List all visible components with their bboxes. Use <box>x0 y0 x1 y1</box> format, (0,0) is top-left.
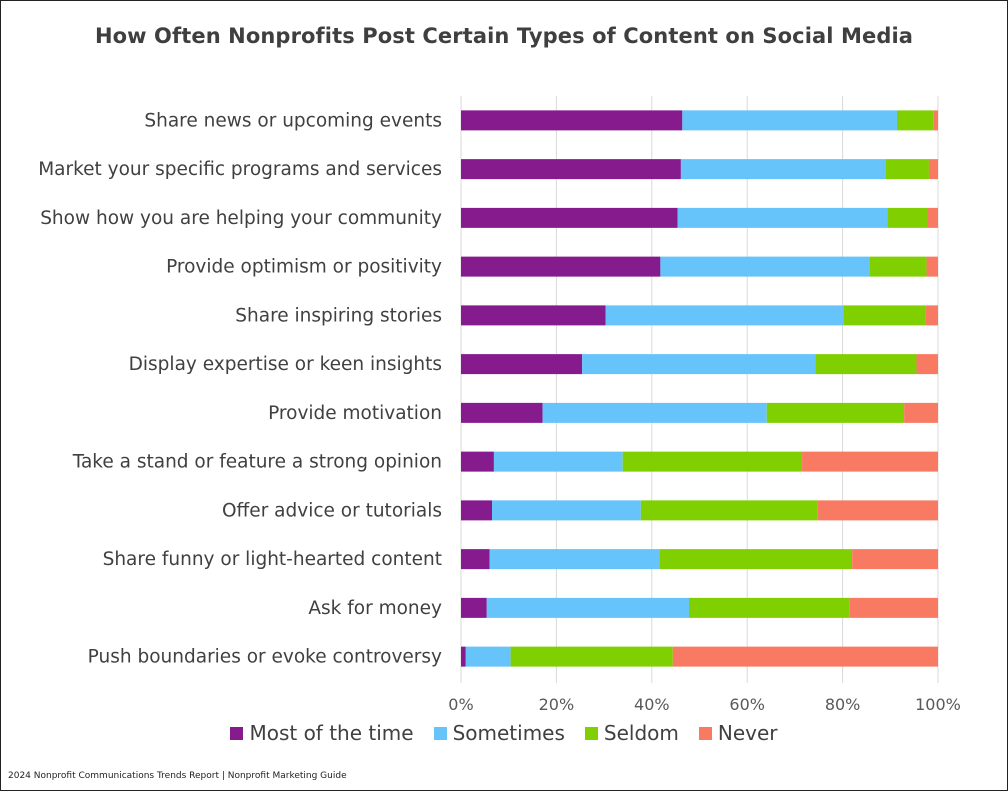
legend-swatch-never <box>698 726 712 740</box>
legend-item-never: Never <box>698 721 778 745</box>
bar-segment <box>852 549 938 570</box>
bar-segment <box>461 305 606 326</box>
bar-segment <box>640 500 818 521</box>
category-label: Push boundaries or evoke controversy <box>88 647 442 668</box>
legend-swatch-most <box>230 726 244 740</box>
bar-segment <box>582 354 816 375</box>
x-tick-label: 0% <box>448 695 473 714</box>
legend-swatch-sometimes <box>433 726 447 740</box>
bar-segment <box>461 646 466 667</box>
legend-label-seldom: Seldom <box>603 721 679 745</box>
legend-item-most: Most of the time <box>230 721 414 745</box>
bar-segment <box>672 646 938 667</box>
bar-segment <box>896 110 934 131</box>
bar-segment <box>461 256 661 277</box>
bar-segment <box>461 597 487 618</box>
bar-segment <box>887 207 928 228</box>
legend-label-sometimes: Sometimes <box>452 721 565 745</box>
category-label: Provide motivation <box>268 403 442 424</box>
x-tick-label: 20% <box>539 695 575 714</box>
bar-segment <box>817 500 938 521</box>
bar-segment <box>461 354 583 375</box>
category-label: Market your specific programs and servic… <box>38 159 442 180</box>
category-label: Share funny or light-hearted content <box>103 549 442 570</box>
bar-segment <box>542 402 767 423</box>
bar-segment <box>492 500 641 521</box>
legend-item-seldom: Seldom <box>584 721 679 745</box>
bar-segment <box>689 597 850 618</box>
category-label: Show how you are helping your community <box>40 208 442 229</box>
legend-item-sometimes: Sometimes <box>433 721 565 745</box>
bar-segment <box>489 549 660 570</box>
legend-label-never: Never <box>717 721 778 745</box>
category-label: Share inspiring stories <box>235 305 442 326</box>
bar-segment <box>659 549 853 570</box>
legend-swatch-seldom <box>584 726 598 740</box>
bar-segment <box>660 256 870 277</box>
bar-segment <box>465 646 511 667</box>
bar-segment <box>886 159 929 180</box>
legend-label-most: Most of the time <box>249 721 414 745</box>
bar-segment <box>815 354 917 375</box>
bar-segment <box>843 305 926 326</box>
category-label: Offer advice or tutorials <box>222 500 442 521</box>
bar-segment <box>904 402 938 423</box>
bar-segment <box>677 207 888 228</box>
x-tick-label: 60% <box>729 695 765 714</box>
bar-segment <box>925 305 938 326</box>
bar-segment <box>461 451 494 472</box>
bar-segment <box>461 110 683 131</box>
bar-segment <box>928 159 938 180</box>
source-note: 2024 Nonprofit Communications Trends Rep… <box>8 771 347 781</box>
bar-segment <box>849 597 938 618</box>
bar-segment <box>916 354 938 375</box>
bar-segment <box>461 549 490 570</box>
bar-segment <box>869 256 927 277</box>
bar-segment <box>461 402 543 423</box>
bar-segment <box>493 451 623 472</box>
bar-segment <box>622 451 803 472</box>
chart-legend: Most of the time Sometimes Seldom Never <box>0 721 1008 745</box>
bar-segment <box>766 402 905 423</box>
bar-segment <box>461 207 678 228</box>
bar-segment <box>605 305 844 326</box>
bar-segment <box>933 110 938 131</box>
bar-segment <box>486 597 690 618</box>
bar-segment <box>461 500 493 521</box>
category-label: Display expertise or keen insights <box>129 354 442 375</box>
bar-segment <box>802 451 938 472</box>
bar-segment <box>682 110 897 131</box>
bar-segment <box>680 159 887 180</box>
x-tick-label: 100% <box>915 695 961 714</box>
category-label: Take a stand or feature a strong opinion <box>72 452 442 473</box>
x-tick-label: 40% <box>634 695 670 714</box>
bar-segment <box>927 207 938 228</box>
bar-segment <box>926 256 938 277</box>
category-label: Share news or upcoming events <box>144 110 442 131</box>
category-label: Provide optimism or positivity <box>166 257 442 278</box>
chart-title: How Often Nonprofits Post Certain Types … <box>94 24 914 48</box>
x-tick-label: 80% <box>825 695 861 714</box>
bar-segment <box>461 159 681 180</box>
category-label: Ask for money <box>308 598 442 619</box>
bar-segment <box>510 646 673 667</box>
